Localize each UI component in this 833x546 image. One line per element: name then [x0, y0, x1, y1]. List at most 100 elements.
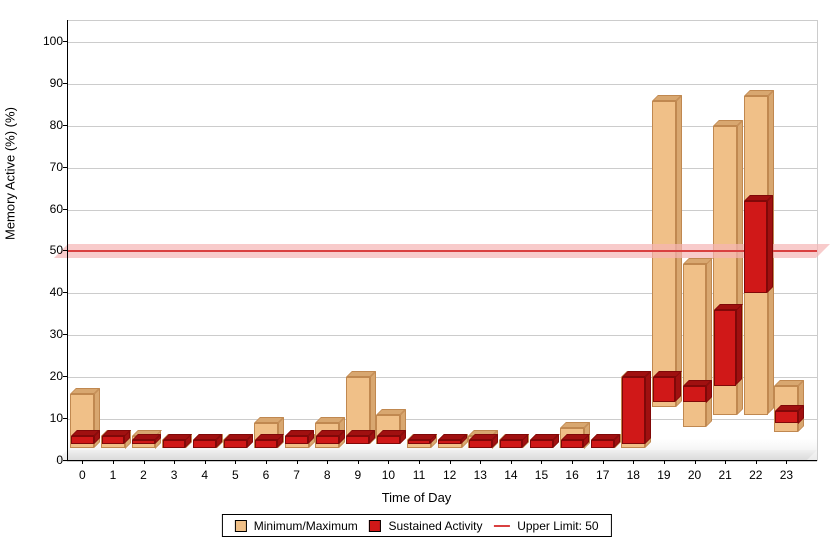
ytick-label: 30: [23, 327, 63, 341]
legend-item-threshold: Upper Limit: 50: [494, 518, 599, 533]
xtick-mark: [358, 460, 359, 464]
gridline: [67, 84, 817, 85]
sustained-bar: [561, 440, 584, 448]
ytick-label: 20: [23, 369, 63, 383]
xtick-label: 20: [688, 468, 701, 482]
chart-legend: Minimum/Maximum Sustained Activity Upper…: [221, 514, 611, 537]
gridline: [67, 168, 817, 169]
xtick-label: 11: [413, 468, 425, 482]
xtick-label: 2: [140, 468, 147, 482]
ytick-mark: [63, 41, 67, 42]
ytick-mark: [63, 376, 67, 377]
legend-label-minmax: Minimum/Maximum: [254, 519, 358, 533]
xtick-mark: [388, 460, 389, 464]
xtick-label: 10: [382, 468, 395, 482]
sustained-bar: [193, 440, 216, 448]
xtick-label: 0: [79, 468, 86, 482]
sustained-bar: [744, 201, 767, 293]
ytick-label: 60: [23, 202, 63, 216]
xtick-mark: [205, 460, 206, 464]
xtick-mark: [511, 460, 512, 464]
y-axis-label: Memory Active (%) (%): [3, 107, 18, 240]
sustained-bar: [622, 377, 645, 444]
xtick-mark: [541, 460, 542, 464]
ytick-mark: [63, 125, 67, 126]
xtick-mark: [266, 460, 267, 464]
xtick-mark: [297, 460, 298, 464]
xtick-label: 12: [443, 468, 456, 482]
xtick-mark: [786, 460, 787, 464]
ytick-label: 50: [23, 243, 63, 257]
sustained-bar: [102, 436, 125, 444]
y-axis-line: [67, 20, 68, 460]
xtick-mark: [235, 460, 236, 464]
ytick-mark: [63, 250, 67, 251]
xtick-mark: [572, 460, 573, 464]
xtick-label: 6: [263, 468, 270, 482]
sustained-bar: [316, 436, 339, 444]
ytick-mark: [63, 334, 67, 335]
xtick-label: 9: [354, 468, 361, 482]
xtick-mark: [144, 460, 145, 464]
xtick-label: 23: [780, 468, 793, 482]
ytick-label: 90: [23, 76, 63, 90]
ytick-mark: [63, 167, 67, 168]
xtick-mark: [633, 460, 634, 464]
legend-swatch-sustained: [369, 520, 381, 532]
xtick-label: 14: [504, 468, 517, 482]
xtick-label: 7: [293, 468, 300, 482]
sustained-bar: [653, 377, 676, 402]
xtick-mark: [603, 460, 604, 464]
ytick-mark: [63, 209, 67, 210]
sustained-bar: [285, 436, 308, 444]
ytick-label: 70: [23, 160, 63, 174]
gridline: [67, 210, 817, 211]
sustained-bar: [224, 440, 247, 448]
xtick-mark: [695, 460, 696, 464]
xtick-label: 5: [232, 468, 239, 482]
xtick-mark: [419, 460, 420, 464]
ytick-label: 100: [23, 34, 63, 48]
ytick-mark: [63, 418, 67, 419]
xtick-label: 16: [565, 468, 578, 482]
xtick-mark: [327, 460, 328, 464]
sustained-bar: [714, 310, 737, 385]
xtick-label: 21: [718, 468, 731, 482]
ytick-mark: [63, 460, 67, 461]
legend-swatch-minmax: [234, 520, 246, 532]
legend-label-threshold: Upper Limit: 50: [517, 519, 598, 533]
xtick-label: 4: [201, 468, 208, 482]
xtick-label: 3: [171, 468, 178, 482]
xtick-mark: [82, 460, 83, 464]
legend-item-sustained: Sustained Activity: [369, 518, 482, 533]
sustained-bar: [469, 440, 492, 448]
sustained-bar: [377, 436, 400, 444]
xtick-label: 13: [474, 468, 487, 482]
sustained-bar: [775, 411, 798, 424]
xtick-mark: [113, 460, 114, 464]
legend-item-minmax: Minimum/Maximum: [234, 518, 357, 533]
gridline: [67, 42, 817, 43]
xtick-mark: [725, 460, 726, 464]
upper-limit-threshold: [67, 244, 817, 258]
sustained-bar: [438, 440, 461, 444]
xtick-mark: [174, 460, 175, 464]
ytick-label: 10: [23, 411, 63, 425]
ytick-mark: [63, 292, 67, 293]
sustained-bar: [346, 436, 369, 444]
ytick-mark: [63, 83, 67, 84]
sustained-bar: [591, 440, 614, 448]
xtick-mark: [664, 460, 665, 464]
gridline: [67, 126, 817, 127]
xtick-label: 1: [110, 468, 117, 482]
xtick-mark: [480, 460, 481, 464]
sustained-bar: [163, 440, 186, 448]
sustained-bar: [71, 436, 94, 444]
ytick-label: 0: [23, 453, 63, 467]
x-axis-line: [67, 460, 817, 461]
gridline: [67, 461, 817, 462]
sustained-bar: [500, 440, 523, 448]
minmax-bar: [683, 264, 707, 427]
sustained-bar: [132, 440, 155, 444]
xtick-label: 18: [627, 468, 640, 482]
